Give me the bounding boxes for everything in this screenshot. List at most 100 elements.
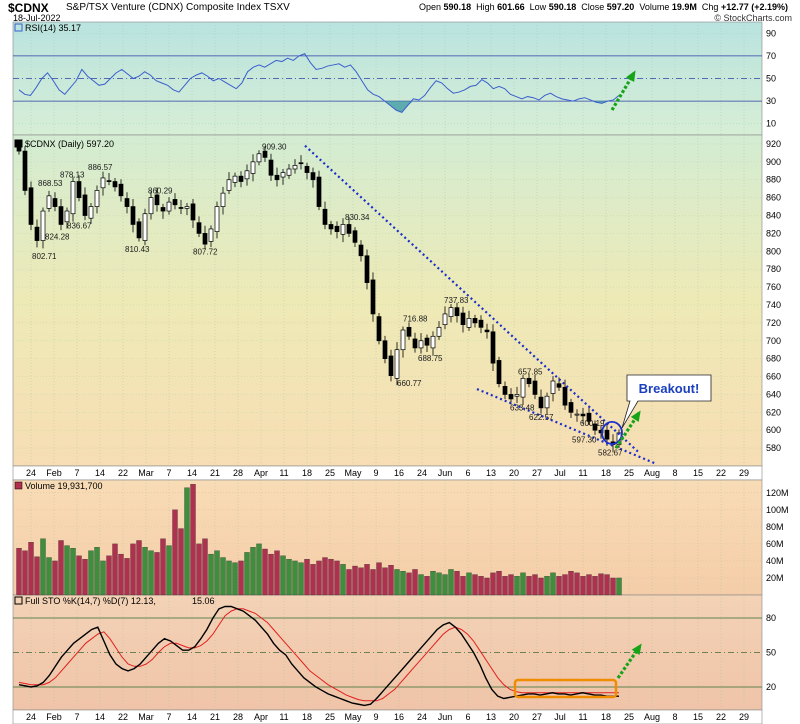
volume-bar [184,487,190,596]
candle-body [346,224,352,234]
price-annotation: 810.43 [125,245,150,254]
volume-bar [226,560,232,596]
volume-bar [316,560,322,596]
volume-bar [424,576,430,596]
volume-bar [448,569,454,596]
volume-bar [142,547,148,596]
volume-bar [514,576,520,596]
low-label: Low [529,2,547,12]
volume-bar [214,550,220,596]
candle-body [58,206,64,225]
candle-body [250,161,256,174]
high-value: 601.66 [497,2,525,12]
volume-legend-marker [14,481,23,490]
price-annotation: 633.48 [510,403,535,412]
candle-body [118,183,124,197]
candle-body [454,307,460,317]
x-tick-label-bottom: 11 [578,712,587,722]
price-y-tick: 920 [766,139,781,149]
volume-bar [262,548,268,596]
x-tick-label-bottom: 20 [509,712,519,722]
volume-bar [466,572,472,596]
candle-body [568,402,574,413]
volume-bar [40,538,46,596]
candle-body [358,244,364,257]
price-annotation: 909.30 [262,143,287,152]
x-tick-label-bottom: 24 [417,712,427,722]
x-tick-label-bottom: 11 [279,712,288,722]
volume-bar [238,560,244,596]
x-tick-label: 22 [716,468,726,478]
price-y-tick: 580 [766,443,781,453]
candle-body [292,165,298,170]
sto-highlight-box [513,678,618,699]
x-tick-label-bottom: Aug [644,712,660,722]
volume-bar [88,550,94,596]
candle-body [94,190,100,207]
volume-bar [502,576,508,596]
volume-bar [352,565,358,596]
price-y-tick: 640 [766,389,781,399]
stochastic-panel [12,594,763,711]
candle-body [112,181,118,188]
candle-body [40,210,46,241]
open-value: 590.18 [443,2,472,12]
x-tick-label: 14 [187,468,197,478]
candle-body [526,377,532,385]
candle-body [586,412,592,422]
watermark: © StockCharts.com [714,13,792,23]
volume-bar [160,538,166,596]
candle-body [178,207,184,209]
x-tick-label: 15 [693,468,703,478]
volume-bar [598,573,604,596]
lower-trendline [476,388,656,465]
candle-body [190,203,196,221]
x-tick-label-bottom: 24 [26,712,36,722]
candle-body [484,329,490,333]
price-y-tick: 840 [766,211,781,221]
candle-body [106,180,112,182]
x-tick-label-bottom: 8 [672,712,677,722]
price-y-tick: 900 [766,157,781,167]
close-value: 597.20 [606,2,635,12]
volume-bar [580,576,586,596]
candle-body [580,413,586,417]
volume-bar [292,560,298,596]
quote-bar: Open 590.18 High 601.66 Low 590.18 Close… [419,2,788,12]
volume-bar [274,550,280,596]
volume-bar [148,550,154,596]
volume-bar [364,564,370,596]
price-y-tick: 880 [766,175,781,185]
candle-body [244,170,250,180]
chg-value: +12.77 (+2.19%) [720,2,788,12]
candle-body [460,312,466,326]
volume-bar [412,569,418,596]
rsi-breakout-arrow-head [626,70,636,82]
volume-bar [208,553,214,596]
volume-bar [46,557,52,596]
candle-body [472,318,478,324]
volume-bar [382,567,388,596]
price-annotation: 836.67 [67,221,92,230]
candle-body [478,319,484,328]
volume-bar [370,569,376,596]
x-tick-label-bottom: 6 [465,712,470,722]
x-tick-label-bottom: 18 [302,712,312,722]
volume-bar [544,576,550,596]
volume-value: 19.9M [671,2,697,12]
x-tick-label-bottom: 18 [601,712,611,722]
candle-body [466,318,472,328]
candle-body [262,150,268,158]
candle-body [574,413,580,416]
x-tick-label-bottom: Jul [554,712,566,722]
candle-body [418,340,424,349]
volume-bar [130,543,136,596]
x-tick-label: 28 [233,468,243,478]
low-value: 590.18 [548,2,577,12]
x-tick-label-bottom: 7 [74,712,79,722]
x-tick-label-bottom: 14 [95,712,105,722]
x-tick-label-bottom: Jun [438,712,453,722]
volume-bar [328,559,334,596]
volume-y-tick: 120M [766,488,789,498]
